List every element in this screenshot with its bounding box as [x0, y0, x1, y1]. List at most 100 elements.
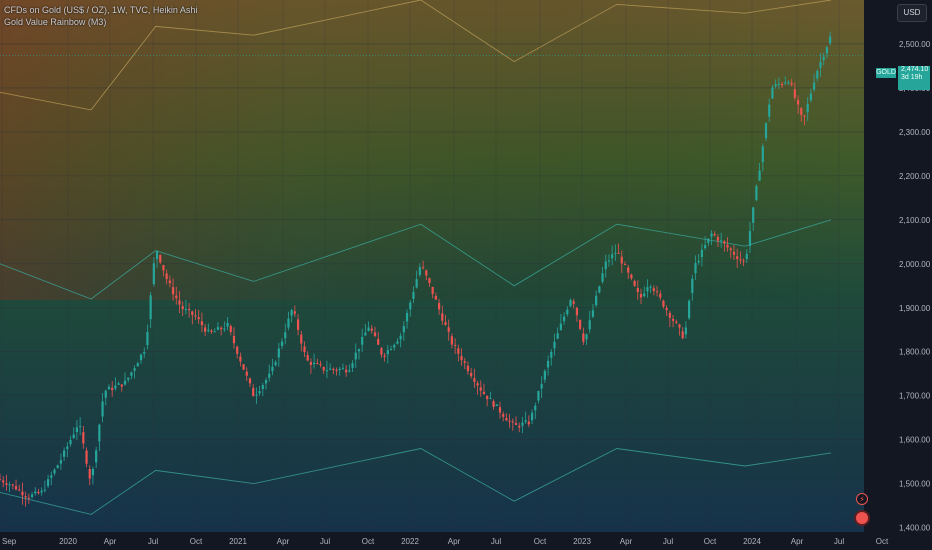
candle-body: [139, 354, 143, 361]
candle-body: [306, 354, 309, 361]
candle-body: [72, 434, 75, 439]
candle-body: [556, 333, 559, 339]
candle-body: [66, 446, 69, 450]
chart-legend: CFDs on Gold (US$ / OZ), 1W, TVC, Heikin…: [4, 4, 197, 28]
candle-body: [454, 344, 457, 346]
candle-body: [591, 310, 595, 317]
price-axis-panel[interactable]: [864, 0, 932, 550]
candle-body: [710, 233, 713, 237]
candle-body: [447, 327, 450, 332]
candle-body: [732, 251, 736, 255]
price-tag-value-box: 2,474.10 3d 19h: [898, 66, 930, 90]
candle-body: [152, 263, 155, 285]
candle-body: [261, 385, 264, 389]
candle-body: [588, 320, 591, 330]
time-tick-label: Oct: [704, 537, 717, 546]
candle-body: [748, 231, 752, 246]
price-tick-label: 1,500.00: [899, 480, 931, 489]
candle-body: [806, 104, 809, 113]
time-tick-label: Apr: [104, 537, 117, 546]
candle-body: [155, 251, 159, 260]
indicator-title[interactable]: Gold Value Rainbow (M3): [4, 17, 107, 27]
candle-body: [463, 361, 466, 363]
time-tick-label: 2021: [229, 537, 247, 546]
candle-body: [601, 273, 604, 282]
price-tag-value: 2,474.10: [901, 66, 929, 73]
price-tick-label: 1,600.00: [899, 436, 931, 445]
candle-body: [338, 368, 341, 370]
price-tick-label: 1,900.00: [899, 304, 931, 313]
price-tick-label: 1,700.00: [899, 392, 931, 401]
candle-body: [460, 356, 463, 361]
flash-icon[interactable]: ⚡: [856, 493, 868, 505]
candle-body: [595, 295, 598, 306]
candle-body: [655, 291, 659, 293]
candle-body: [271, 366, 274, 372]
time-tick-label: Apr: [277, 537, 290, 546]
candle-body: [88, 468, 91, 479]
candle-body: [800, 108, 803, 115]
candle-body: [636, 287, 639, 293]
candle-body: [418, 267, 421, 275]
candle-body: [79, 426, 82, 428]
candle-body: [200, 321, 204, 326]
candle-body: [367, 327, 370, 331]
candle-body: [207, 329, 210, 332]
candle-body: [511, 421, 514, 423]
candle-body: [120, 384, 123, 387]
candles: [0, 31, 832, 507]
price-tick-label: 2,300.00: [899, 128, 931, 137]
symbol-title[interactable]: CFDs on Gold (US$ / OZ), 1W, TVC, Heikin…: [4, 5, 198, 15]
price-tag-countdown: 3d 19h: [901, 74, 923, 81]
candle-body: [69, 439, 72, 445]
candle-body: [662, 300, 665, 307]
candle-body: [34, 491, 37, 494]
candle-body: [8, 484, 11, 486]
candle-body: [332, 368, 335, 370]
candle-body: [341, 368, 345, 370]
candle-body: [389, 349, 393, 351]
candle-body: [784, 82, 787, 84]
candle-body: [59, 460, 62, 464]
time-axis-panel[interactable]: [0, 532, 864, 550]
candle-body: [607, 260, 611, 262]
candle-body: [617, 252, 620, 254]
candle-body: [5, 483, 8, 485]
candle-body: [409, 302, 412, 310]
candle-body: [812, 82, 816, 90]
candle-body: [524, 420, 527, 422]
candle-body: [117, 383, 120, 385]
candle-body: [194, 315, 197, 317]
candle-body: [277, 348, 280, 358]
candle-body: [30, 494, 34, 498]
candle-body: [633, 280, 636, 286]
candle-body: [425, 270, 428, 276]
record-icon[interactable]: [856, 512, 868, 524]
candle-body: [248, 378, 252, 384]
candle-body: [713, 234, 716, 236]
candle-body: [85, 450, 88, 464]
candle-body: [27, 497, 30, 499]
candle-body: [325, 370, 329, 372]
candle-body: [502, 414, 505, 417]
candle-body: [136, 363, 139, 367]
candle-body: [377, 339, 380, 345]
candle-body: [450, 336, 454, 345]
candle-body: [111, 387, 114, 391]
candle-body: [514, 423, 518, 425]
candle-body: [245, 371, 248, 376]
currency-button[interactable]: USD: [897, 4, 927, 22]
candle-body: [386, 350, 389, 355]
candle-body: [415, 279, 418, 288]
time-tick-label: Jul: [320, 537, 330, 546]
candle-body: [470, 372, 473, 377]
candle-body: [668, 312, 671, 318]
candle-body: [707, 238, 710, 243]
candle-body: [303, 346, 306, 352]
price-tick-label: 1,800.00: [899, 348, 931, 357]
candle-body: [204, 327, 207, 332]
candle-body: [53, 469, 56, 474]
candle-body: [40, 490, 43, 493]
time-tick-label: Apr: [448, 537, 461, 546]
